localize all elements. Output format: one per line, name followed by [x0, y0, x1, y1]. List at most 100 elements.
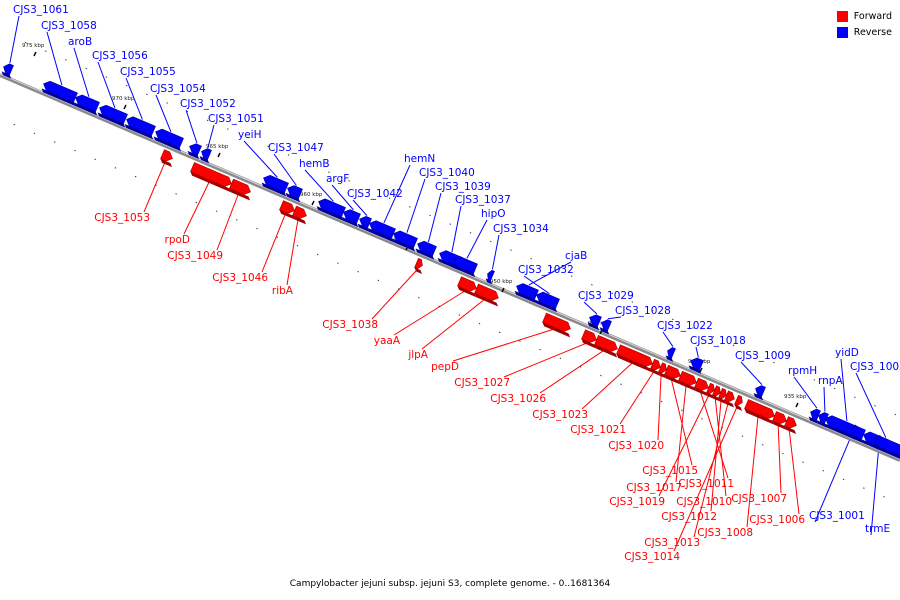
gene-depth: [744, 408, 775, 425]
leader-line: [823, 386, 826, 412]
gene-arrow: [292, 205, 307, 219]
axis-highlight: [0, 73, 900, 460]
leader-lines: [9, 15, 887, 552]
gene-label: CJS3_1061: [13, 4, 69, 16]
gene-jlpA: [474, 283, 499, 307]
major-tick: [699, 367, 703, 373]
gene-argF: [341, 209, 361, 228]
leader-line: [693, 402, 729, 538]
leader-line: [46, 31, 63, 86]
gene-depth: [753, 393, 764, 401]
gene-depth: [187, 150, 200, 160]
gene-arrow: [99, 104, 128, 124]
gene-arrow: [279, 200, 295, 214]
minor-tick: [348, 180, 350, 182]
gene-depth: [616, 353, 653, 373]
leader-line: [670, 378, 693, 466]
gene-depth: [97, 112, 126, 128]
minor-tick: [418, 296, 420, 299]
gene-CJS3_1029: [587, 314, 602, 331]
gene-arrow: [287, 185, 303, 199]
gene-label: CJS3_1034: [493, 223, 549, 235]
gene-depth: [414, 267, 423, 275]
gene-CJS3_1006: [784, 416, 797, 435]
caption: Campylobacter jejuni subsp. jejuni S3, c…: [289, 579, 611, 589]
minor-tick: [114, 167, 117, 169]
gene-label: CJS3_1017: [626, 482, 682, 494]
gene-label: aroB: [68, 36, 92, 48]
minor-tick: [458, 314, 461, 316]
major-tick: [795, 402, 799, 408]
gene-arrow: [863, 431, 900, 457]
gene-label: CJS3_1047: [268, 142, 324, 154]
gene-label: CJS3_1012: [661, 511, 717, 523]
gene-arrow: [664, 364, 681, 379]
tick-label: 945 kbp: [588, 321, 611, 327]
legend-item-forward: Forward: [836, 8, 892, 24]
gene-arrow: [343, 209, 361, 224]
leader-line: [503, 342, 588, 378]
minor-tick: [65, 59, 67, 61]
minor-tick: [591, 283, 593, 286]
gene-label: CJS3_1015: [642, 465, 698, 477]
minor-tick: [429, 214, 431, 217]
gene-depth: [514, 290, 537, 304]
leader-line: [777, 424, 782, 494]
tick-label: 975 kbp: [22, 43, 45, 49]
gene-CJS3_1007: [772, 411, 787, 430]
tick-label: 960 kbp: [300, 192, 323, 198]
gene-arrow: [667, 347, 676, 359]
gene-depth: [229, 188, 251, 201]
gene-arrow: [393, 230, 418, 248]
gene-label: CJS3_1014: [624, 551, 680, 563]
minor-tick: [862, 487, 865, 489]
gene-CJS3_1013: [724, 390, 735, 408]
minor-tick: [146, 93, 148, 96]
minor-tick: [215, 210, 218, 212]
gene-depth: [861, 439, 900, 461]
gene-depth: [650, 368, 661, 376]
tick-label: 950 kbp: [490, 279, 513, 285]
gene-arrow: [75, 94, 100, 112]
gene-depth: [316, 206, 344, 221]
minor-tick: [186, 110, 189, 113]
tick-label: 970 kbp: [112, 96, 135, 102]
gene-arrow: [601, 319, 612, 331]
leader-line: [9, 15, 20, 64]
gene-CJS3_1018: [688, 357, 704, 374]
gene-depth: [261, 182, 287, 197]
axis-bar: [0, 73, 900, 462]
gene-label: yeiH: [238, 129, 262, 141]
minor-tick: [833, 387, 836, 390]
gene-depth: [367, 227, 394, 243]
gene-label: rnpA: [818, 375, 843, 387]
minor-tick: [105, 76, 108, 78]
minor-tick: [510, 249, 512, 251]
gene-arrow: [724, 390, 735, 403]
gene-label: CJS3_1037: [455, 194, 511, 206]
gene-arrow: [201, 148, 212, 160]
gene-CJS3_1051: [199, 148, 212, 164]
gene-yaaA: [457, 276, 477, 298]
gene-arrow: [755, 385, 766, 397]
leader-line: [304, 169, 334, 202]
gene-arrow: [457, 276, 477, 292]
leader-line: [73, 47, 90, 97]
leader-line: [662, 331, 674, 347]
leader-line: [673, 406, 738, 552]
gene-CJS3_1001: [849, 425, 858, 440]
minor-tick: [842, 478, 845, 481]
gene-label: CJS3_1001: [809, 510, 865, 522]
gene-depth: [1, 71, 12, 79]
gene-arrow: [690, 357, 704, 371]
minor-tick: [813, 379, 816, 381]
gene-depth: [391, 238, 416, 252]
minor-tick: [449, 223, 452, 225]
gene-label: trmE: [865, 523, 890, 535]
minor-tick: [651, 309, 654, 312]
gene-label: CJS3_1020: [608, 440, 664, 452]
leader-line: [840, 358, 848, 422]
gene-depth: [474, 293, 499, 307]
gene-depth: [706, 392, 715, 399]
